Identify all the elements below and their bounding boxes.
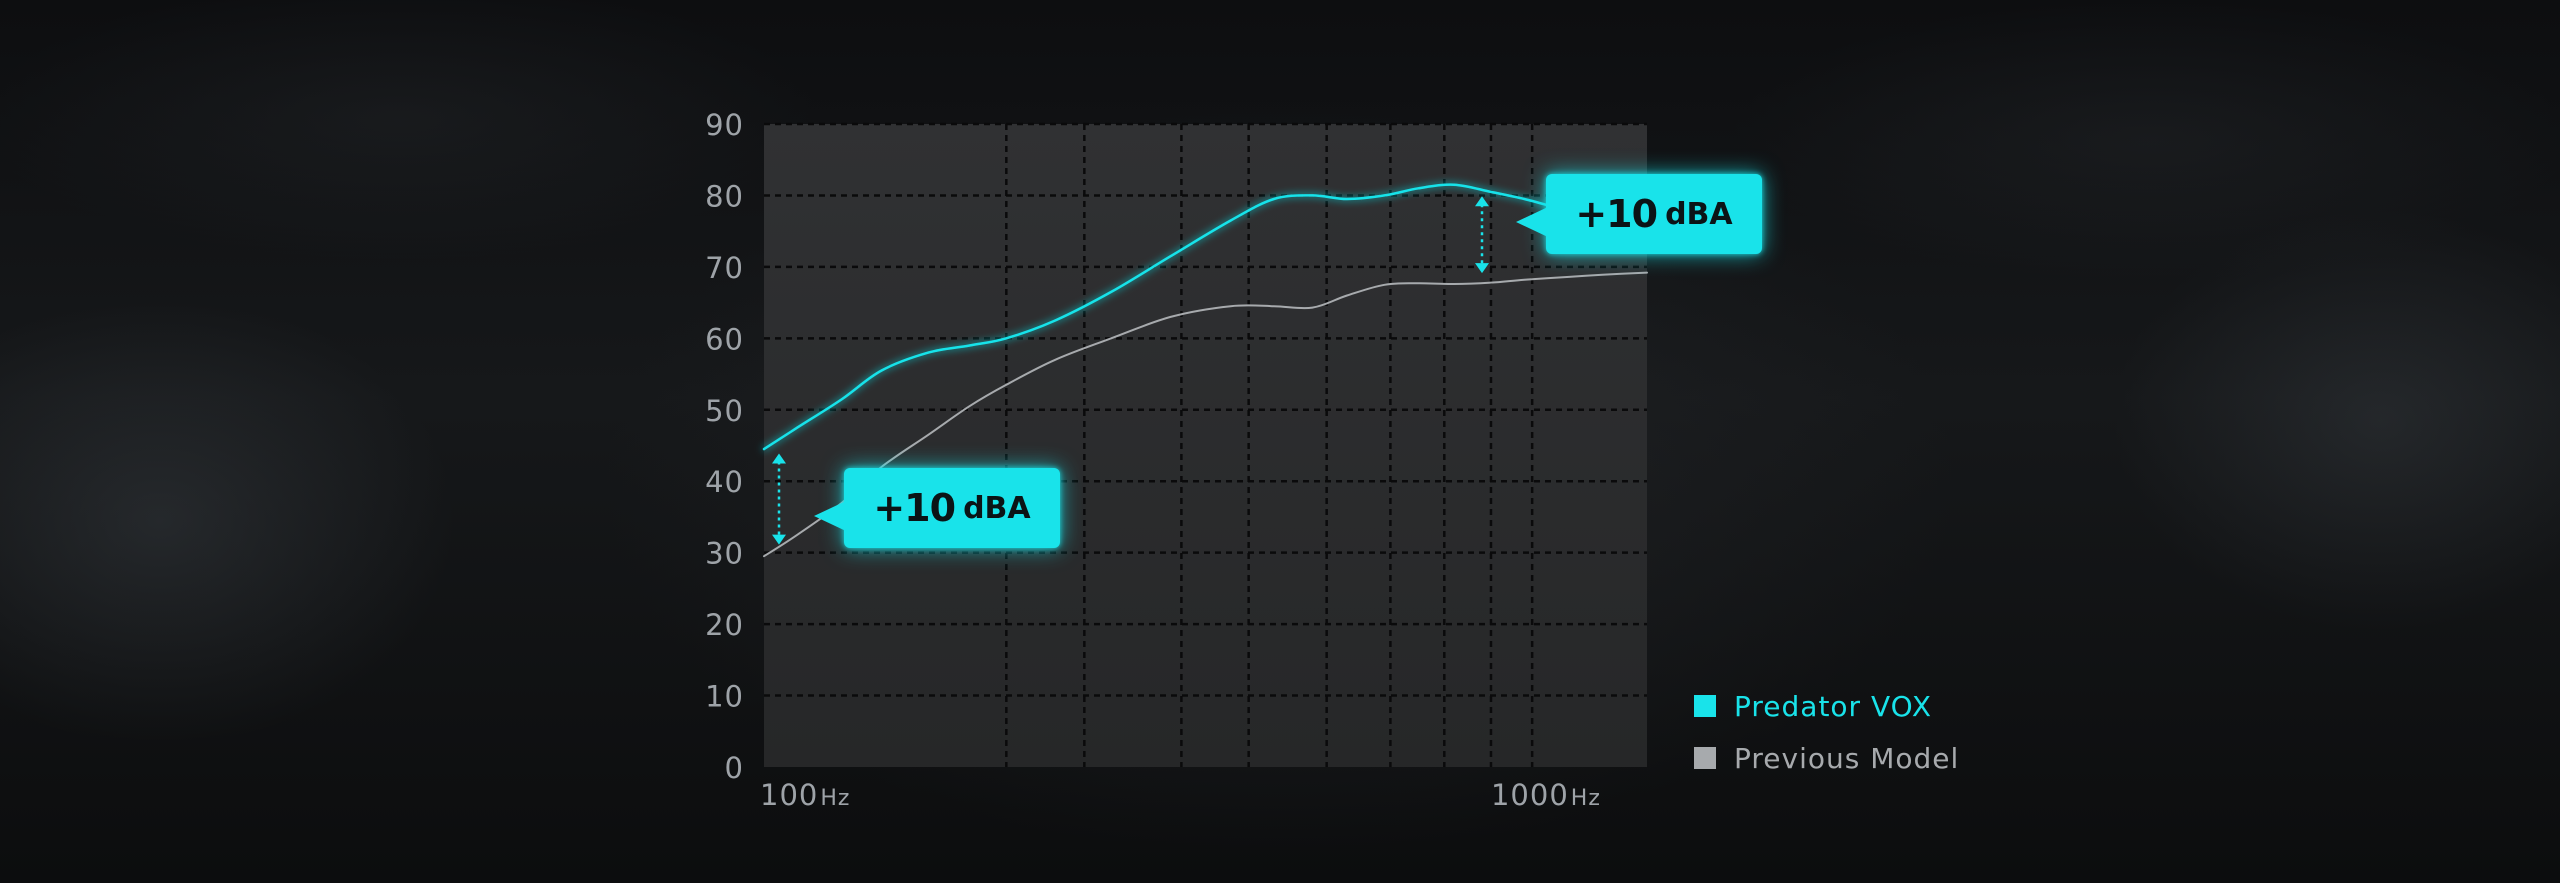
- y-tick-label: 0: [725, 751, 744, 785]
- callout-unit: dBA: [963, 490, 1031, 526]
- callout-value: +10: [1575, 192, 1658, 236]
- y-tick-label: 40: [705, 465, 744, 499]
- series-line-predator-vox: [762, 183, 1553, 451]
- legend-item-previous-model: Previous Model: [1694, 732, 1959, 784]
- y-tick-label: 10: [705, 680, 744, 714]
- legend-swatch: [1694, 695, 1716, 717]
- y-tick-label: 30: [705, 537, 744, 571]
- y-tick-label: 70: [705, 251, 744, 285]
- legend: Predator VOX Previous Model: [1694, 680, 1959, 784]
- arrow-down-icon: [1475, 263, 1489, 274]
- y-tick-label: 20: [705, 608, 744, 642]
- legend-item-predator-vox: Predator VOX: [1694, 680, 1959, 732]
- arrow-up-icon: [1475, 196, 1489, 207]
- legend-label: Previous Model: [1734, 741, 1960, 775]
- series-line-previous-model: [763, 271, 1648, 558]
- legend-swatch: [1694, 747, 1716, 769]
- y-axis: 0 10 20 30 40 50 60 70 80 90: [705, 108, 744, 785]
- plot-area: [764, 124, 1647, 767]
- x-tick-label: 100Hz: [760, 778, 850, 812]
- callout-unit: dBA: [1665, 196, 1733, 232]
- callout-low-frequency: +10 dBA: [814, 468, 1060, 548]
- y-tick-label: 50: [705, 394, 744, 428]
- callout-pointer: [814, 500, 848, 532]
- arrow-up-icon: [772, 453, 786, 464]
- y-tick-label: 60: [705, 322, 744, 356]
- x-tick-label: 1000Hz: [1491, 778, 1601, 812]
- x-axis: 100Hz 1000Hz: [760, 778, 1601, 812]
- callout-value: +10: [873, 486, 956, 530]
- arrow-down-icon: [772, 534, 786, 545]
- callout-high-frequency: +10 dBA: [1516, 174, 1762, 254]
- series: [762, 183, 1648, 558]
- callout-pointer: [1516, 206, 1550, 238]
- legend-label: Predator VOX: [1734, 689, 1933, 723]
- y-tick-label: 80: [705, 179, 744, 213]
- difference-arrows: [772, 196, 1489, 545]
- y-tick-label: 90: [705, 108, 744, 142]
